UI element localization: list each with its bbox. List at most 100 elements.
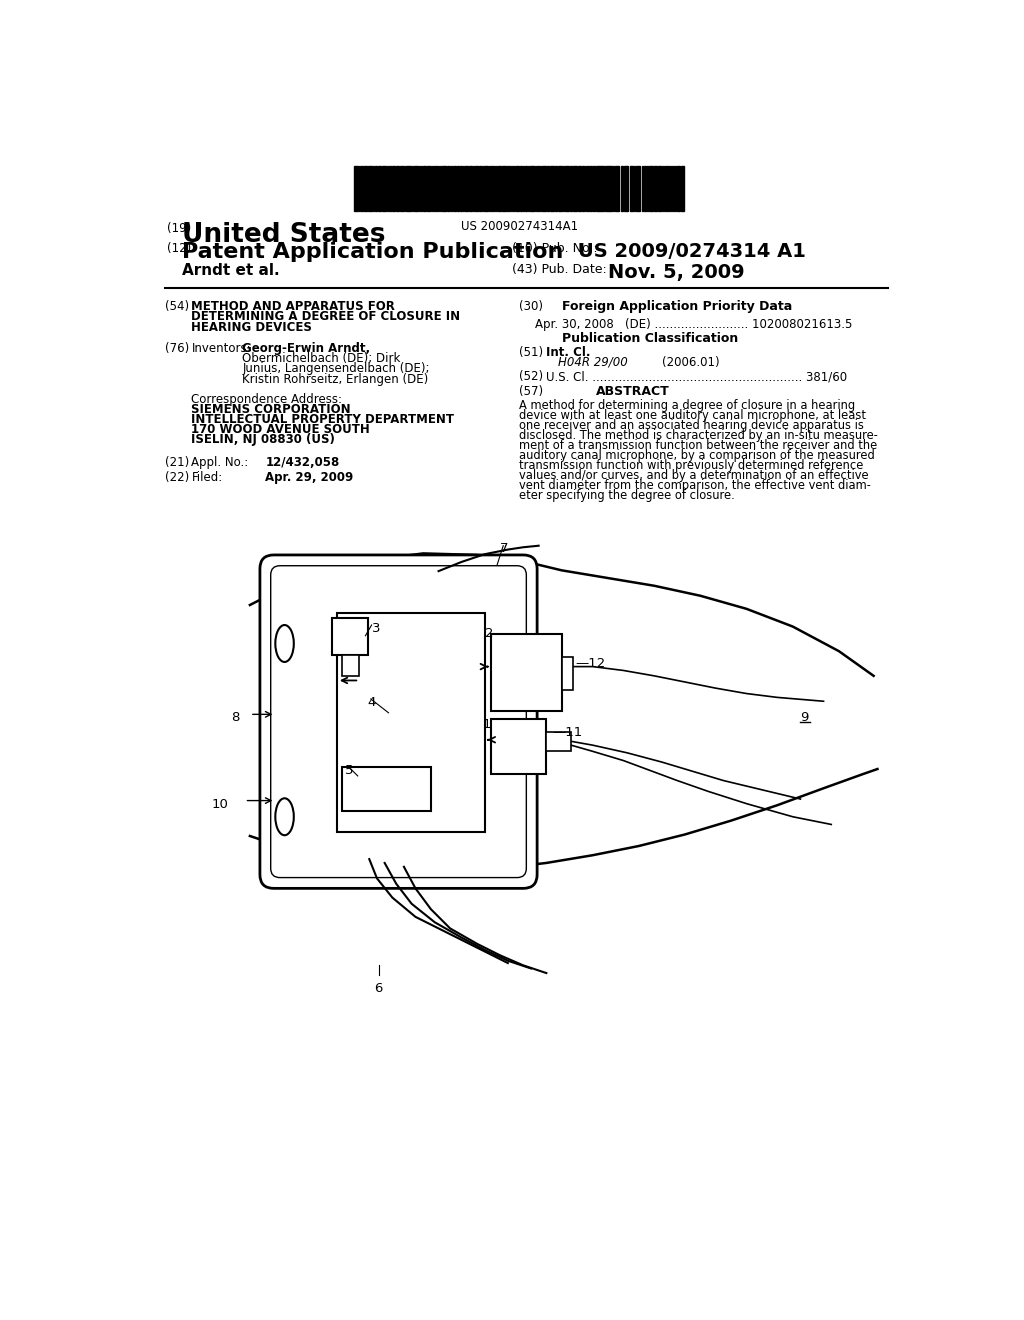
Text: 5: 5	[345, 763, 353, 776]
Text: INTELLECTUAL PROPERTY DEPARTMENT: INTELLECTUAL PROPERTY DEPARTMENT	[191, 413, 455, 426]
Text: (21): (21)	[165, 457, 189, 470]
Bar	[452, 166, 454, 211]
Bar	[632, 166, 633, 211]
Text: 2: 2	[484, 627, 494, 640]
Bar	[667, 166, 668, 211]
Bar	[621, 166, 624, 211]
Text: (2006.01): (2006.01)	[662, 355, 720, 368]
Bar	[665, 166, 666, 211]
Text: Patent Application Publication: Patent Application Publication	[182, 242, 563, 261]
Bar	[433, 166, 434, 211]
Bar	[529, 166, 534, 211]
Text: A method for determining a degree of closure in a hearing: A method for determining a degree of clo…	[519, 399, 855, 412]
Bar	[492, 166, 493, 211]
Bar	[490, 635, 562, 711]
Text: Publication Classification: Publication Classification	[562, 333, 738, 346]
Bar	[507, 166, 509, 211]
Bar	[625, 166, 629, 211]
Bar	[414, 166, 418, 211]
Bar	[337, 612, 484, 832]
Bar	[403, 166, 404, 211]
Text: (12): (12)	[167, 242, 191, 255]
Text: Apr. 29, 2009: Apr. 29, 2009	[265, 471, 353, 484]
Bar	[605, 166, 607, 211]
Bar	[450, 166, 451, 211]
Bar	[389, 166, 391, 211]
Bar	[342, 767, 431, 812]
Bar	[615, 166, 620, 211]
Ellipse shape	[275, 626, 294, 663]
Bar	[455, 166, 456, 211]
Bar	[570, 166, 571, 211]
Text: Filed:: Filed:	[191, 471, 222, 484]
Bar	[392, 166, 394, 211]
Text: Kristin Rohrseitz, Erlangen (DE): Kristin Rohrseitz, Erlangen (DE)	[243, 372, 428, 385]
Bar	[457, 166, 460, 211]
Bar	[669, 166, 670, 211]
Bar	[483, 166, 488, 211]
Bar	[673, 166, 674, 211]
Text: (76): (76)	[165, 342, 189, 355]
Bar	[514, 166, 515, 211]
Text: 9: 9	[801, 711, 809, 725]
Bar	[649, 166, 653, 211]
Text: Correspondence Address:: Correspondence Address:	[191, 393, 342, 407]
Bar	[441, 166, 446, 211]
Bar	[479, 166, 481, 211]
Bar	[378, 166, 381, 211]
Bar	[365, 166, 367, 211]
Bar	[473, 166, 474, 211]
Text: transmission function with previously determined reference: transmission function with previously de…	[519, 459, 864, 471]
Text: (43) Pub. Date:: (43) Pub. Date:	[512, 263, 606, 276]
Text: 7: 7	[500, 543, 509, 554]
Bar	[681, 166, 684, 211]
Text: (54): (54)	[165, 300, 189, 313]
Bar	[499, 166, 501, 211]
Bar	[565, 166, 569, 211]
Text: 1: 1	[482, 718, 490, 731]
Bar	[496, 166, 498, 211]
Bar	[593, 166, 595, 211]
Bar	[333, 618, 368, 655]
Bar	[375, 166, 377, 211]
Text: ISELIN, NJ 08830 (US): ISELIN, NJ 08830 (US)	[191, 433, 335, 446]
Bar	[677, 166, 680, 211]
Bar	[582, 166, 584, 211]
Bar	[368, 166, 372, 211]
Bar	[465, 166, 468, 211]
Text: Inventors:: Inventors:	[191, 342, 251, 355]
Text: 170 WOOD AVENUE SOUTH: 170 WOOD AVENUE SOUTH	[191, 424, 370, 437]
Text: values and/or curves, and by a determination of an effective: values and/or curves, and by a determina…	[519, 469, 869, 482]
Bar	[547, 166, 549, 211]
Text: Appl. No.:: Appl. No.:	[191, 457, 249, 470]
Text: Georg-Erwin Arndt,: Georg-Erwin Arndt,	[243, 342, 371, 355]
Text: US 20090274314A1: US 20090274314A1	[461, 220, 578, 234]
Text: ment of a transmission function between the receiver and the: ment of a transmission function between …	[519, 438, 878, 451]
Text: Arndt et al.: Arndt et al.	[182, 263, 280, 279]
Bar	[658, 166, 662, 211]
Text: —12: —12	[575, 657, 606, 671]
Bar	[361, 166, 364, 211]
Bar	[421, 166, 422, 211]
Text: Nov. 5, 2009: Nov. 5, 2009	[608, 263, 744, 282]
Text: —11: —11	[553, 726, 583, 739]
Text: DETERMINING A DEGREE OF CLOSURE IN: DETERMINING A DEGREE OF CLOSURE IN	[191, 310, 461, 323]
Bar	[437, 166, 439, 211]
Bar	[490, 719, 547, 775]
Bar	[550, 166, 554, 211]
Bar	[395, 166, 398, 211]
Bar	[654, 166, 657, 211]
Bar	[572, 166, 577, 211]
Bar	[585, 166, 587, 211]
Bar	[435, 166, 436, 211]
Text: H04R 29/00: H04R 29/00	[558, 355, 628, 368]
Bar	[469, 166, 472, 211]
Text: (57): (57)	[519, 385, 544, 397]
Text: disclosed. The method is characterized by an in-situ measure-: disclosed. The method is characterized b…	[519, 429, 879, 442]
Text: vent diameter from the comparison, the effective vent diam-: vent diameter from the comparison, the e…	[519, 479, 871, 492]
Text: one receiver and an associated hearing device apparatus is: one receiver and an associated hearing d…	[519, 418, 864, 432]
Bar	[562, 657, 573, 689]
Text: METHOD AND APPARATUS FOR: METHOD AND APPARATUS FOR	[191, 300, 395, 313]
Bar	[644, 166, 646, 211]
Bar	[596, 166, 599, 211]
